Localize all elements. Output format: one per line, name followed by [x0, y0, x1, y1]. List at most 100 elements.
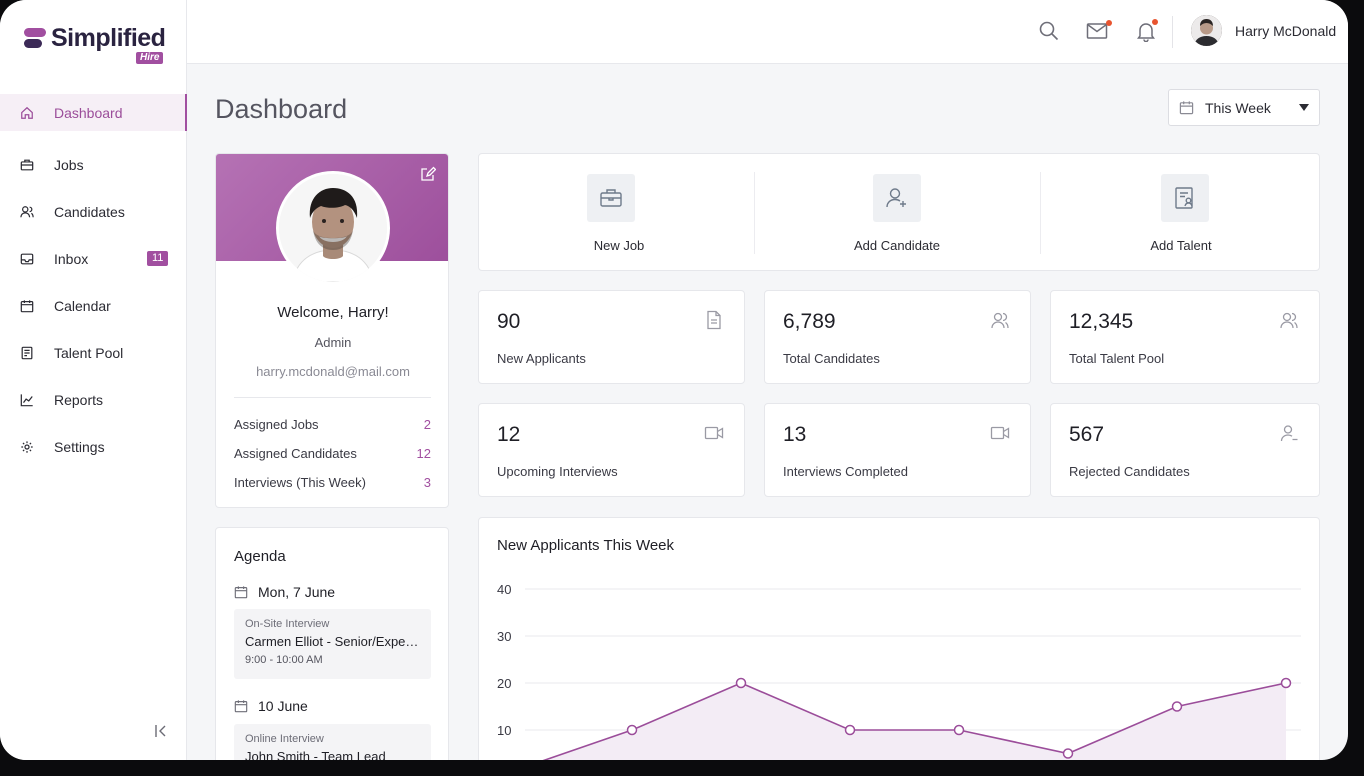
agenda-item-name: Carmen Elliot - Senior/Experienced — [245, 634, 420, 649]
data-point — [1171, 701, 1183, 712]
new-applicants-chart: New Applicants This Week 40 30 20 10 — [478, 517, 1320, 760]
stat-card-total-candidates[interactable]: 6,789 Total Candidates — [764, 290, 1031, 384]
add-candidate-button[interactable]: Add Candidate — [757, 154, 1037, 272]
brand-name: Simplified — [51, 24, 166, 52]
quick-actions-card: New Job Add Candidate Add Talent — [478, 153, 1320, 271]
calendar-icon — [234, 586, 248, 599]
sidebar-item-talent-pool[interactable]: Talent Pool — [0, 329, 187, 376]
stat-label: Rejected Candidates — [1069, 464, 1190, 479]
stat-label: New Applicants — [497, 351, 586, 366]
user-name[interactable]: Harry McDonald — [1235, 23, 1337, 39]
stat-card-new-applicants[interactable]: 90 New Applicants — [478, 290, 745, 384]
sidebar-item-label: Inbox — [54, 250, 89, 267]
sidebar-item-jobs[interactable]: Jobs — [0, 141, 187, 188]
video-icon — [704, 423, 724, 443]
interviews-week-stat[interactable]: Interviews (This Week) 3 — [234, 475, 431, 490]
briefcase-icon — [20, 158, 34, 172]
data-point — [844, 724, 856, 736]
talent-pool-icon — [20, 346, 34, 360]
y-tick-label: 20 — [497, 676, 511, 691]
inbox-icon — [20, 252, 34, 266]
agenda-item-name: John Smith - Team Lead — [245, 749, 386, 760]
sidebar-item-label: Jobs — [54, 156, 84, 173]
agenda-item[interactable]: On-Site Interview Carmen Elliot - Senior… — [234, 609, 431, 679]
collapse-sidebar-icon[interactable] — [153, 723, 169, 739]
stat-label: Upcoming Interviews — [497, 464, 618, 479]
agenda-item[interactable]: Online Interview John Smith - Team Lead — [234, 724, 431, 760]
sidebar-item-label: Settings — [54, 438, 105, 455]
mail-icon[interactable] — [1086, 20, 1112, 42]
sidebar-item-label: Talent Pool — [54, 344, 124, 361]
new-job-button[interactable]: New Job — [479, 154, 759, 272]
data-point — [626, 724, 638, 736]
agenda-date: 10 June — [234, 698, 308, 714]
y-tick-label: 10 — [497, 723, 511, 738]
search-icon[interactable] — [1038, 20, 1060, 42]
welcome-message: Welcome, Harry! — [277, 304, 389, 321]
sidebar-item-label: Reports — [54, 391, 104, 408]
users-icon — [1279, 310, 1299, 330]
app-window: Simplified Hire Dashboard Jobs Candidate… — [0, 0, 1348, 760]
sidebar-item-inbox[interactable]: Inbox 11 — [0, 235, 187, 282]
gear-icon — [20, 440, 34, 454]
add-user-icon — [873, 174, 921, 222]
topbar-divider — [1172, 16, 1173, 48]
inbox-count-badge: 11 — [147, 251, 169, 266]
bell-notification-dot — [1152, 19, 1158, 25]
user-avatar[interactable] — [1191, 15, 1222, 46]
agenda-date: Mon, 7 June — [234, 584, 335, 600]
sidebar-item-label: Candidates — [54, 203, 125, 220]
calendar-icon — [1179, 101, 1194, 115]
sidebar-item-reports[interactable]: Reports — [0, 376, 187, 423]
stat-value: 13 — [783, 423, 807, 446]
data-point — [953, 724, 965, 736]
assigned-jobs-stat[interactable]: Assigned Jobs 2 — [234, 417, 431, 432]
action-label: Add Candidate — [853, 238, 940, 253]
series-area — [545, 683, 1286, 760]
stat-label: Total Talent Pool — [1069, 351, 1165, 366]
bell-icon[interactable] — [1135, 19, 1158, 43]
stat-card-interviews-completed[interactable]: 13 Interviews Completed — [764, 403, 1031, 497]
action-label: New Job — [593, 238, 645, 253]
agenda-item-time: 9:00 - 10:00 AM — [245, 654, 323, 666]
stat-value: 3 — [423, 475, 431, 490]
chevron-down-icon — [1299, 104, 1309, 111]
stat-value: 6,789 — [783, 310, 836, 333]
edit-profile-icon[interactable] — [420, 166, 437, 182]
profile-divider — [234, 397, 431, 398]
document-icon — [704, 310, 724, 330]
data-point — [735, 677, 747, 689]
y-tick-label: 30 — [497, 629, 511, 644]
user-role: Admin — [314, 335, 352, 350]
users-icon — [20, 205, 34, 219]
line-chart: 40 30 20 10 — [497, 582, 1301, 760]
data-point — [1280, 677, 1292, 689]
user-minus-icon — [1279, 423, 1299, 443]
stat-value: 12 — [497, 423, 521, 446]
brand-badge: Hire — [136, 52, 164, 64]
stat-card-rejected-candidates[interactable]: 567 Rejected Candidates — [1050, 403, 1320, 497]
stat-label: Total Candidates — [783, 351, 880, 366]
sidebar-item-calendar[interactable]: Calendar — [0, 282, 187, 329]
agenda-item-type: On-Site Interview — [245, 618, 330, 630]
sidebar-item-settings[interactable]: Settings — [0, 423, 187, 470]
stat-card-total-talent-pool[interactable]: 12,345 Total Talent Pool — [1050, 290, 1320, 384]
add-talent-button[interactable]: Add Talent — [1041, 154, 1321, 272]
y-tick-label: 40 — [497, 582, 511, 597]
stat-value: 90 — [497, 310, 521, 333]
stat-card-upcoming-interviews[interactable]: 12 Upcoming Interviews — [478, 403, 745, 497]
chart-icon — [20, 393, 34, 407]
brand-logo[interactable]: Simplified Hire — [24, 24, 169, 66]
period-select[interactable]: This Week — [1168, 89, 1320, 126]
sidebar-nav: Dashboard Jobs Candidates Inbox 11 Calen… — [0, 94, 187, 470]
stat-label: Assigned Candidates — [234, 446, 357, 461]
mail-notification-dot — [1106, 20, 1112, 26]
video-icon — [990, 423, 1010, 443]
agenda-date-label: Mon, 7 June — [258, 584, 336, 600]
assigned-candidates-stat[interactable]: Assigned Candidates 12 — [234, 446, 431, 461]
sidebar-item-label: Dashboard — [54, 104, 123, 121]
chart-title: New Applicants This Week — [497, 537, 675, 554]
series-line — [542, 682, 1287, 760]
sidebar-item-dashboard[interactable]: Dashboard — [0, 94, 187, 131]
sidebar-item-candidates[interactable]: Candidates — [0, 188, 187, 235]
